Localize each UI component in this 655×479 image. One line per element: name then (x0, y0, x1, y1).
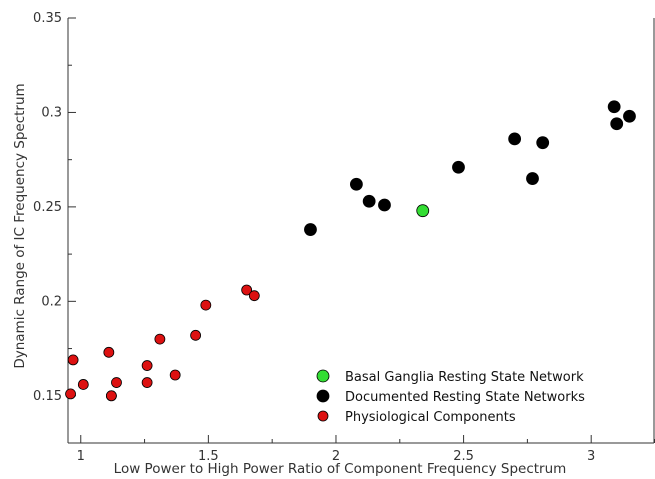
x-tick-label: 2.5 (453, 449, 474, 464)
legend-label: Basal Ganglia Resting State Network (345, 370, 584, 385)
y-tick-label: 0.3 (41, 105, 62, 120)
resting-state-point (349, 177, 363, 191)
resting-state-point (304, 223, 317, 236)
y-tick-label: 0.25 (33, 200, 62, 215)
x-axis-label: Low Power to High Power Ratio of Compone… (114, 461, 567, 477)
resting-state-point (362, 194, 376, 208)
physiological-point (111, 377, 122, 388)
y-tick-label: 0.15 (33, 389, 62, 404)
x-tick-label: 2 (332, 449, 340, 464)
physiological-point (103, 346, 115, 358)
resting-state-point (610, 117, 624, 131)
resting-state-point (378, 198, 391, 212)
physiological-point (190, 329, 202, 341)
y-axis-label: Dynamic Range of IC Frequency Spectrum (12, 83, 28, 368)
legend-marker (317, 410, 329, 422)
x-tick-label: 3 (587, 449, 595, 464)
physiological-point (241, 284, 253, 296)
y-tick-label: 0.2 (41, 294, 62, 309)
physiological-point (67, 354, 79, 366)
physiological-point (77, 379, 89, 390)
basal-ganglia-point (416, 204, 430, 218)
physiological-point (105, 390, 117, 402)
resting-state-point (452, 160, 465, 174)
x-tick-label: 1.5 (198, 449, 219, 464)
x-tick-label: 1 (77, 449, 85, 464)
resting-state-point (526, 172, 539, 185)
legend-label: Documented Resting State Networks (345, 390, 585, 405)
physiological-point (200, 299, 212, 311)
resting-state-point (536, 136, 550, 150)
resting-state-point (607, 100, 621, 114)
physiological-point (65, 388, 76, 400)
physiological-point (154, 333, 166, 345)
physiological-point (248, 290, 260, 302)
physiological-point (169, 369, 181, 381)
physiological-point (141, 377, 153, 388)
legend-marker (316, 369, 330, 383)
y-tick-label: 0.35 (33, 11, 62, 26)
physiological-point (141, 360, 153, 371)
resting-state-point (623, 109, 636, 123)
resting-state-point (508, 132, 522, 146)
legend-marker (316, 389, 330, 403)
legend-label: Physiological Components (345, 410, 516, 425)
